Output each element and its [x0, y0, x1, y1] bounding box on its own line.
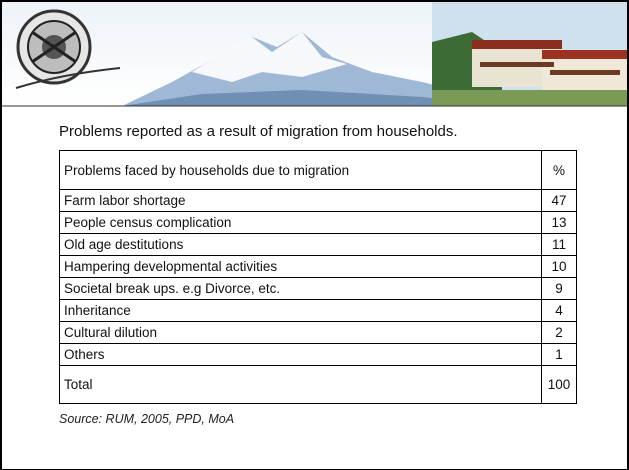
value-cell: 47 — [541, 189, 577, 212]
table-row: Cultural dilution 2 — [59, 321, 577, 344]
label-cell: Others — [59, 343, 542, 366]
dzong-photo — [432, 2, 627, 106]
heading: Problems reported as a result of migrati… — [59, 123, 458, 140]
label-cell: Old age destitutions — [59, 233, 542, 256]
table-row: Farm labor shortage 47 — [59, 189, 577, 212]
label-cell: People census complication — [59, 211, 542, 234]
value-cell: 1 — [541, 343, 577, 366]
value-cell: 4 — [541, 299, 577, 322]
emblem — [15, 9, 121, 89]
data-table: Problems faced by households due to migr… — [59, 150, 577, 404]
mountains — [122, 32, 502, 106]
table-row: Hampering developmental activities 10 — [59, 255, 577, 278]
value-cell: 100 — [541, 365, 577, 404]
value-cell: 10 — [541, 255, 577, 278]
value-cell: % — [541, 150, 577, 190]
label-cell: Hampering developmental activities — [59, 255, 542, 278]
label-cell: Cultural dilution — [59, 321, 542, 344]
table-row: Inheritance 4 — [59, 299, 577, 322]
label-cell: Problems faced by households due to migr… — [59, 150, 542, 190]
value-cell: 9 — [541, 277, 577, 300]
value-cell: 11 — [541, 233, 577, 256]
label-cell: Total — [59, 365, 542, 404]
label-cell: Inheritance — [59, 299, 542, 322]
source-note: Source: RUM, 2005, PPD, MoA — [59, 412, 235, 426]
banner — [2, 2, 627, 107]
label-cell: Farm labor shortage — [59, 189, 542, 212]
table-row: People census complication 13 — [59, 211, 577, 234]
table-row: Total 100 — [59, 365, 577, 404]
table-row: Societal break ups. e.g Divorce, etc. 9 — [59, 277, 577, 300]
table-row: Problems faced by households due to migr… — [59, 150, 577, 190]
value-cell: 2 — [541, 321, 577, 344]
value-cell: 13 — [541, 211, 577, 234]
label-cell: Societal break ups. e.g Divorce, etc. — [59, 277, 542, 300]
table-row: Others 1 — [59, 343, 577, 366]
table-row: Old age destitutions 11 — [59, 233, 577, 256]
